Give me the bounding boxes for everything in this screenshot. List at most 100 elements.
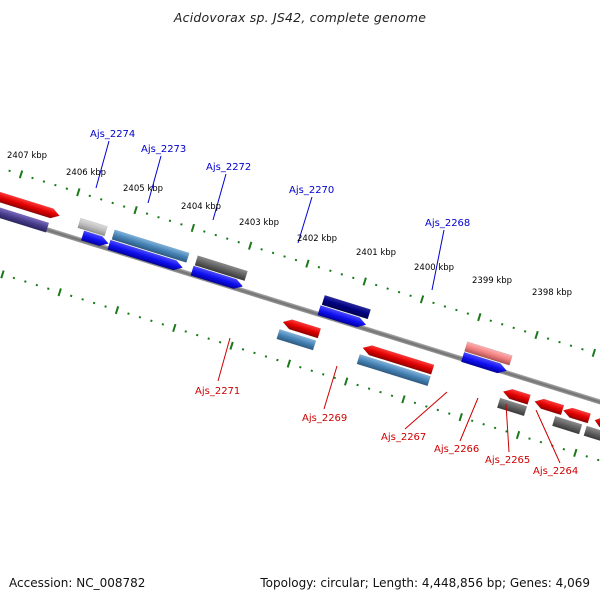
tick-dot xyxy=(448,412,451,415)
tick-dot xyxy=(317,265,321,269)
tick-dot xyxy=(276,358,279,362)
tick-mark xyxy=(114,305,120,315)
leader-line xyxy=(217,337,231,382)
tick-dot xyxy=(470,419,474,422)
gene-label-top[interactable]: Ajs_2274 xyxy=(90,129,135,140)
tick-dot xyxy=(54,183,57,187)
tick-mark xyxy=(248,241,253,250)
tick-mark xyxy=(18,170,24,179)
kbp-label: 2399 kbp xyxy=(472,276,512,286)
gene-label-bottom[interactable]: Ajs_2269 xyxy=(302,413,347,424)
leader-line xyxy=(431,229,445,291)
tick-dot xyxy=(35,283,39,287)
map-title: Acidovorax sp. JS42, complete genome xyxy=(173,10,427,25)
gene-feature xyxy=(107,239,184,271)
tick-dot xyxy=(562,448,566,451)
gene-label-bottom[interactable]: Ajs_2264 xyxy=(533,466,578,477)
kbp-label: 2407 kbp xyxy=(7,151,47,161)
gene-feature xyxy=(362,345,435,375)
gene-label-top[interactable]: Ajs_2270 xyxy=(289,185,334,196)
tick-dot xyxy=(253,351,256,355)
tick-dot xyxy=(207,337,210,340)
tick-dot xyxy=(225,237,229,240)
tick-dot xyxy=(329,269,332,273)
tick-dot xyxy=(180,223,183,226)
gene-feature xyxy=(534,398,565,416)
gene-feature xyxy=(190,265,244,290)
tick-dot xyxy=(271,251,275,255)
tick-dot xyxy=(111,201,114,205)
tick-dot xyxy=(8,169,11,173)
kbp-label: 2405 kbp xyxy=(123,184,163,194)
tick-dot xyxy=(150,319,153,323)
tick-dot xyxy=(482,423,485,426)
leader-line xyxy=(95,140,110,189)
tick-dot xyxy=(512,326,515,330)
tick-dot xyxy=(558,340,561,344)
tick-dot xyxy=(65,187,69,190)
tick-dot xyxy=(523,330,527,333)
gene-label-top[interactable]: Ajs_2272 xyxy=(206,162,251,173)
tick-dot xyxy=(88,194,92,198)
tick-dot xyxy=(264,355,268,358)
tick-dot xyxy=(390,394,394,397)
tick-dot xyxy=(367,387,371,390)
tick-dot xyxy=(413,401,417,405)
gene-feature xyxy=(496,397,528,417)
gene-label-bottom[interactable]: Ajs_2266 xyxy=(434,444,479,455)
gene-feature xyxy=(282,319,322,339)
tick-dot xyxy=(214,233,218,237)
gene-feature xyxy=(460,351,508,374)
tick-mark xyxy=(362,277,367,286)
tick-dot xyxy=(500,323,504,326)
kbp-label: 2406 kbp xyxy=(66,168,106,178)
tick-mark xyxy=(573,448,578,457)
tick-dot xyxy=(379,390,382,394)
tick-dot xyxy=(374,283,378,287)
tick-dot xyxy=(203,230,206,233)
gene-feature xyxy=(317,305,367,328)
kbp-label: 2398 kbp xyxy=(532,288,572,298)
tick-dot xyxy=(386,287,389,290)
kbp-label: 2402 kbp xyxy=(297,234,337,244)
upper-tick-track xyxy=(8,169,597,357)
tick-dot xyxy=(104,305,107,308)
tick-dot xyxy=(122,205,126,208)
tick-dot xyxy=(425,405,428,408)
tick-dot xyxy=(157,215,160,219)
gene-feature xyxy=(77,217,108,237)
tick-dot xyxy=(42,180,46,183)
gene-features xyxy=(0,181,600,443)
tick-dot xyxy=(432,301,435,305)
tick-dot xyxy=(168,219,172,223)
leader-line xyxy=(297,196,313,244)
tick-dot xyxy=(299,365,302,369)
gene-feature xyxy=(194,255,248,282)
gene-feature xyxy=(0,194,50,233)
gene-feature xyxy=(562,407,591,424)
tick-dot xyxy=(260,248,263,251)
gene-label-top[interactable]: Ajs_2273 xyxy=(141,144,186,155)
tick-dot xyxy=(218,340,222,344)
tick-mark xyxy=(477,313,482,322)
gene-feature xyxy=(551,415,583,435)
tick-mark xyxy=(190,223,196,233)
gene-label-bottom[interactable]: Ajs_2265 xyxy=(485,455,530,466)
tick-dot xyxy=(397,290,401,294)
tick-dot xyxy=(310,369,314,373)
tick-dot xyxy=(352,276,355,280)
tick-mark xyxy=(344,377,349,386)
tick-mark xyxy=(515,430,521,440)
gene-feature xyxy=(594,417,600,432)
gene-label-top[interactable]: Ajs_2268 xyxy=(425,218,470,229)
tick-dot xyxy=(493,426,497,430)
tick-mark xyxy=(76,188,81,197)
tick-dot xyxy=(237,240,240,244)
gene-label-bottom[interactable]: Ajs_2271 xyxy=(195,386,240,397)
tick-dot xyxy=(184,330,188,333)
tick-dot xyxy=(321,373,325,376)
tick-mark xyxy=(458,413,463,422)
kbp-scale-labels: 2407 kbp 2406 kbp 2405 kbp 2404 kbp 2403… xyxy=(7,151,572,298)
gene-label-bottom[interactable]: Ajs_2267 xyxy=(381,432,426,443)
